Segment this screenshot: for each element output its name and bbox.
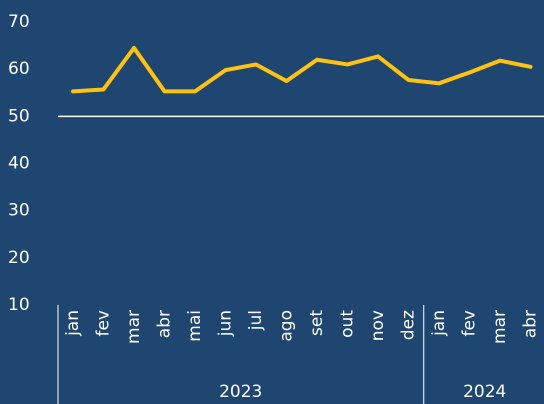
y-tick-label: 40 [8,154,30,174]
x-tick-label: out [338,310,358,338]
x-tick-label: set [307,310,327,336]
x-tick-label: abr [521,310,541,338]
x-tick-label: mar [124,310,144,344]
group-label: 2023 [219,382,262,402]
data-line [71,45,533,94]
y-tick-label: 70 [8,12,30,32]
x-tick-label: dez [399,310,419,340]
x-tick-label: nov [368,310,388,341]
group-label: 2024 [463,382,506,402]
x-tick-label: jun [216,310,236,337]
x-tick-label: fev [460,310,480,337]
y-tick-label: 60 [8,59,30,79]
y-tick-label: 30 [8,201,30,221]
y-tick-label: 10 [8,295,30,315]
y-tick-label: 20 [8,248,30,268]
x-tick-label: abr [155,310,175,338]
x-tick-label: ago [277,310,297,342]
x-tick-label: mar [490,310,510,344]
x-tick-label: fev [94,310,114,337]
y-tick-label: 50 [8,106,30,126]
x-tick-label: jan [63,310,83,337]
x-tick-label: jan [429,310,449,337]
x-tick-label: mai [185,310,205,342]
x-tick-label: jul [246,310,266,331]
